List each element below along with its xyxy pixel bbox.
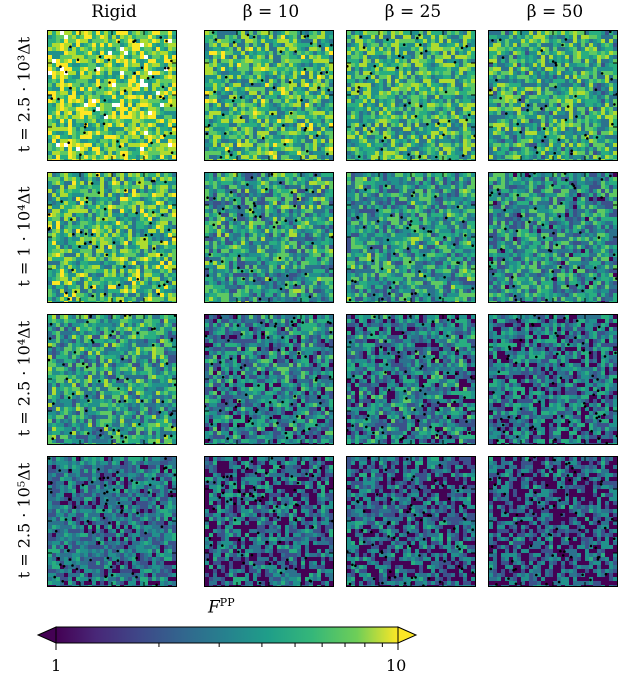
- panel-r3-c1: [47, 314, 177, 445]
- colorbar-label: FPP: [208, 596, 235, 618]
- colorbar: [36, 626, 418, 650]
- panel-r3-c3: [346, 314, 476, 445]
- colorbar-extend-low: [36, 626, 57, 644]
- panel-r4-c2: [204, 456, 334, 587]
- panel-r1-c1: [47, 30, 177, 161]
- panel-r3-c2: [204, 314, 334, 445]
- panel-r4-c3: [346, 456, 476, 587]
- panel-r4-c4: [488, 456, 618, 587]
- panel-r2-c3: [346, 172, 476, 303]
- panel-r1-c2: [204, 30, 334, 161]
- panel-r1-c4: [488, 30, 618, 161]
- colorbar-max-label: 10: [386, 656, 407, 675]
- column-title-rigid: Rigid: [91, 2, 137, 22]
- panel-r1-c3: [346, 30, 476, 161]
- colorbar-gradient: [55, 626, 399, 644]
- panel-r3-c4: [488, 314, 618, 445]
- panel-r2-c2: [204, 172, 334, 303]
- colorbar-ticks: [55, 643, 399, 650]
- column-title-beta-50: β = 50: [526, 2, 584, 22]
- panel-r4-c1: [47, 456, 177, 587]
- column-title-beta-25: β = 25: [384, 2, 442, 22]
- panel-r2-c1: [47, 172, 177, 303]
- column-title-beta-10: β = 10: [242, 2, 300, 22]
- panel-r2-c4: [488, 172, 618, 303]
- colorbar-extend-high: [397, 626, 418, 644]
- colorbar-min-label: 1: [51, 656, 62, 675]
